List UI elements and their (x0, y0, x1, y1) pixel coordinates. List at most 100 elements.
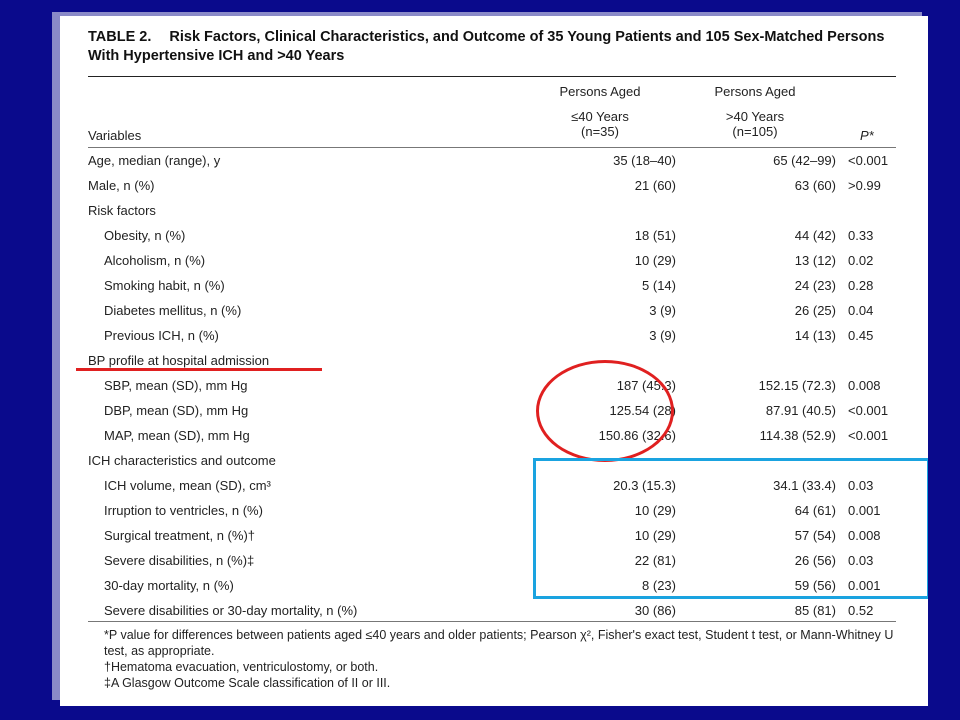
header-col2: Persons Aged >40 Years (n=105) (685, 84, 825, 139)
cell-young: 5 (14) (642, 278, 676, 293)
table-row: BP profile at hospital admission (88, 348, 908, 373)
cell-older: 26 (56) (794, 553, 836, 568)
cell-older: 85 (81) (794, 603, 836, 618)
header-col1-line1: Persons Aged (559, 84, 641, 99)
row-label: Age, median (range), y (88, 153, 221, 168)
row-label: Risk factors (88, 203, 156, 218)
cell-p-value: 0.03 (848, 478, 874, 493)
table-page: TABLE 2. Risk Factors, Clinical Character… (60, 16, 928, 706)
table-row: Obesity, n (%) 18 (51) 44 (42) 0.33 (88, 223, 908, 248)
row-label: ICH volume, mean (SD), cm³ (104, 478, 271, 493)
header-col1-line2: ≤40 Years (571, 109, 629, 124)
red-oval-annotation (536, 360, 674, 462)
cell-p-value: 0.02 (848, 253, 874, 268)
cell-young: 35 (18–40) (613, 153, 676, 168)
cell-p-value: 0.008 (848, 378, 881, 393)
cell-young: 21 (60) (634, 178, 676, 193)
header-col2-line3: (n=105) (732, 124, 778, 139)
table-row: Alcoholism, n (%) 10 (29) 13 (12) 0.02 (88, 248, 908, 273)
row-label: MAP, mean (SD), mm Hg (104, 428, 250, 443)
cell-p-value: 0.28 (848, 278, 874, 293)
cell-p-value: 0.33 (848, 228, 874, 243)
footnote-1: *P value for differences between patient… (104, 628, 894, 658)
header-col1-line3: (n=35) (581, 124, 619, 139)
row-label: Alcoholism, n (%) (104, 253, 206, 268)
table-row: Age, median (range), y 35 (18–40) 65 (42–9… (88, 148, 908, 173)
cell-young: 30 (86) (634, 603, 676, 618)
cell-p-value: >0.99 (848, 178, 881, 193)
row-label: Surgical treatment, n (%)† (104, 528, 256, 543)
row-label: ICH characteristics and outcome (88, 453, 276, 468)
table-title: TABLE 2. Risk Factors, Clinical Character… (88, 28, 908, 66)
cell-p-value: 0.52 (848, 603, 874, 618)
cell-older: 114.38 (52.9) (759, 428, 836, 443)
cell-older: 26 (25) (794, 303, 836, 318)
row-label: Irruption to ventricles, n (%) (104, 503, 263, 518)
cell-young: 10 (29) (634, 528, 676, 543)
cell-p-value: <0.001 (848, 153, 889, 168)
red-underline-annotation (76, 368, 322, 371)
table-row: Surgical treatment, n (%)† 10 (29) 57 (54)… (88, 523, 908, 548)
table-row: Diabetes mellitus, n (%) 3 (9) 26 (25) 0.04 (88, 298, 908, 323)
row-label: SBP, mean (SD), mm Hg (104, 378, 248, 393)
header-variables: Variables (88, 128, 142, 143)
cell-p-value: 0.008 (848, 528, 881, 543)
cell-older: 63 (60) (794, 178, 836, 193)
row-label: Previous ICH, n (%) (104, 328, 219, 343)
row-label: Severe disabilities or 30-day mortality,… (104, 603, 358, 618)
table-row: DBP, mean (SD), mm Hg 125.54 (28) 87.91 (4… (88, 398, 908, 423)
table-row: Severe disabilities or 30-day mortality,… (88, 598, 908, 623)
table-row: Irruption to ventricles, n (%) 10 (29) 64 … (88, 498, 908, 523)
header-col2-line2: >40 Years (725, 109, 785, 124)
header-col1: Persons Aged ≤40 Years (n=35) (530, 84, 670, 139)
table-row: ICH characteristics and outcome (88, 448, 908, 473)
table-row: Risk factors (88, 198, 908, 223)
cell-young: 10 (29) (634, 503, 676, 518)
table-row: Severe disabilities, n (%)‡ 22 (81) 26 (56… (88, 548, 908, 573)
cell-older: 24 (23) (794, 278, 836, 293)
table-row: SBP, mean (SD), mm Hg 187 (45.3) 152.15 (7… (88, 373, 908, 398)
cell-older: 44 (42) (794, 228, 836, 243)
header-col2-line1: Persons Aged (714, 84, 796, 99)
cell-p-value: 0.001 (848, 578, 881, 593)
table-row: Previous ICH, n (%) 3 (9) 14 (13) 0.45 (88, 323, 908, 348)
header-p: P* (860, 128, 874, 143)
row-label: Diabetes mellitus, n (%) (104, 303, 242, 318)
cell-older: 152.15 (72.3) (758, 378, 836, 393)
cell-young: 22 (81) (634, 553, 676, 568)
table-number: TABLE 2. (88, 29, 152, 45)
footnote-3: ‡A Glasgow Outcome Scale classification … (104, 676, 391, 690)
row-label: BP profile at hospital admission (88, 353, 270, 368)
cell-older: 34.1 (33.4) (773, 478, 836, 493)
cell-p-value: 0.03 (848, 553, 874, 568)
cell-p-value: 0.45 (848, 328, 874, 343)
cell-older: 13 (12) (794, 253, 836, 268)
cell-older: 87.91 (40.5) (765, 403, 836, 418)
cell-young: 3 (9) (649, 328, 676, 343)
cell-older: 14 (13) (794, 328, 836, 343)
cell-older: 57 (54) (794, 528, 836, 543)
cell-p-value: 0.04 (848, 303, 874, 318)
footnote-2: †Hematoma evacuation, ventriculostomy, o… (104, 660, 379, 674)
bottom-rule (88, 621, 896, 622)
table-row: Male, n (%) 21 (60) 63 (60) >0.99 (88, 173, 908, 198)
table-row: Smoking habit, n (%) 5 (14) 24 (23) 0.28 (88, 273, 908, 298)
table-row: MAP, mean (SD), mm Hg 150.86 (32.6) 114.38… (88, 423, 908, 448)
cell-older: 59 (56) (794, 578, 836, 593)
header-rule (88, 147, 896, 148)
row-label: Smoking habit, n (%) (104, 278, 225, 293)
cell-older: 65 (42–99) (773, 153, 836, 168)
cell-young: 8 (23) (642, 578, 676, 593)
row-label: 30-day mortality, n (%) (104, 578, 234, 593)
footnotes: *P value for differences between patient… (88, 627, 918, 691)
top-rule (88, 76, 896, 77)
cell-young: 20.3 (15.3) (613, 478, 676, 493)
cell-p-value: 0.001 (848, 503, 881, 518)
table-row: 30-day mortality, n (%) 8 (23) 59 (56) 0.00… (88, 573, 908, 598)
cell-young: 3 (9) (649, 303, 676, 318)
table-row: ICH volume, mean (SD), cm³ 20.3 (15.3) 34.… (88, 473, 908, 498)
cell-older: 64 (61) (794, 503, 836, 518)
row-label: Obesity, n (%) (104, 228, 186, 243)
cell-p-value: <0.001 (848, 403, 889, 418)
row-label: DBP, mean (SD), mm Hg (104, 403, 249, 418)
